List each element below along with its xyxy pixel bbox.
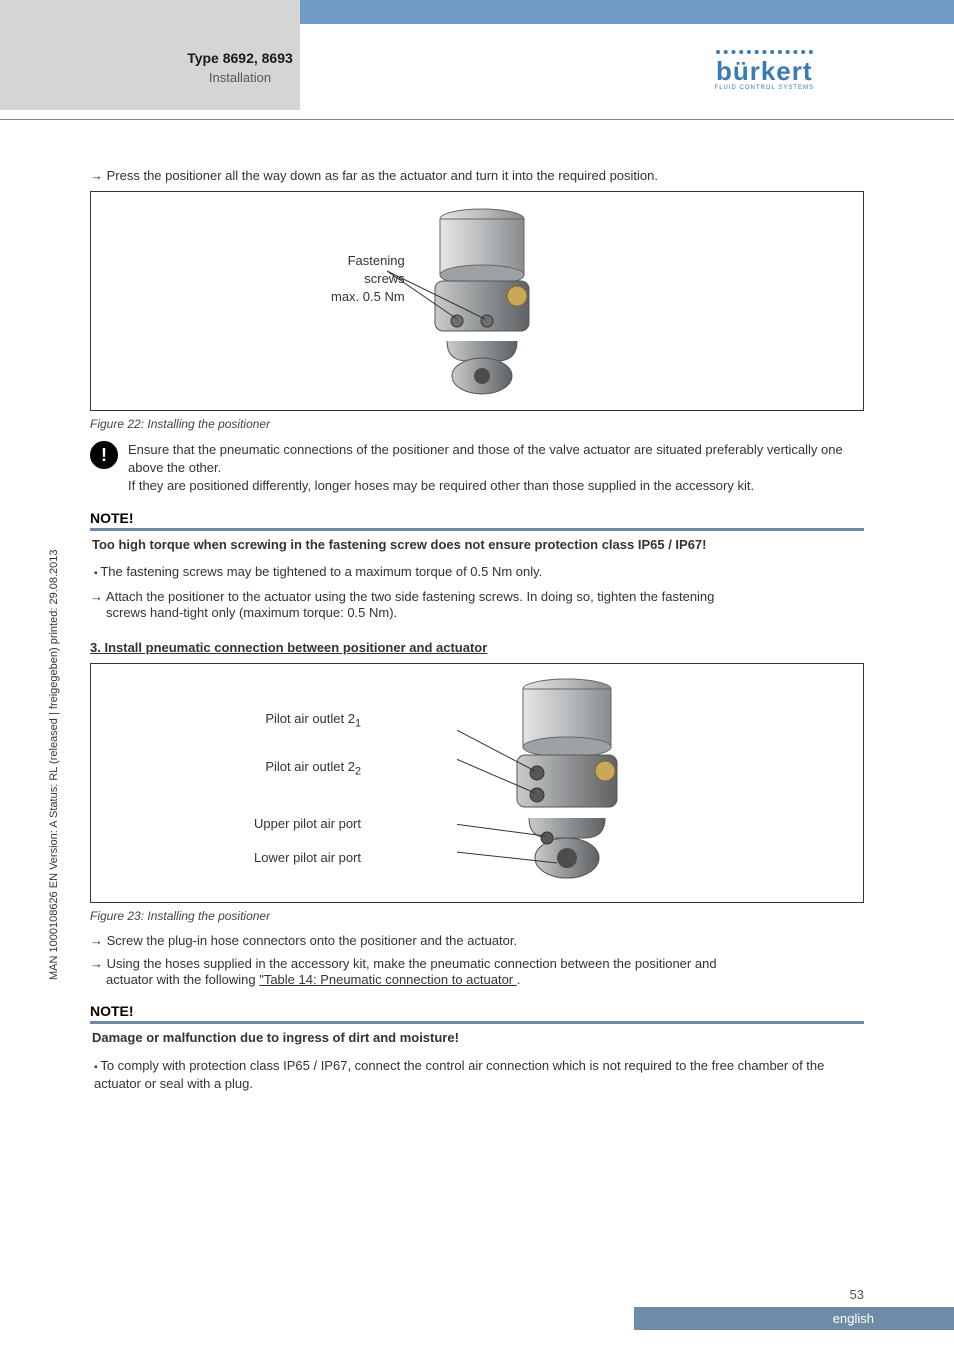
- page-content: Press the positioner all the way down as…: [0, 120, 954, 1093]
- fig22-label3: max. 0.5 Nm: [331, 289, 405, 304]
- language-bar: english: [634, 1307, 954, 1330]
- arrow2b: screws hand-tight only (maximum torque: …: [106, 604, 864, 622]
- fig22-label1: Fastening: [348, 253, 405, 268]
- page-number: 53: [850, 1287, 864, 1302]
- step-screw-connectors: Screw the plug-in hose connectors onto t…: [90, 933, 864, 948]
- arrow4b: actuator with the following: [106, 972, 259, 987]
- fig23-l1: Pilot air outlet 2: [265, 711, 355, 726]
- note1-bold: Too high torque when screwing in the fas…: [92, 533, 862, 556]
- header-title-block: Type 8692, 8693 Installation: [160, 50, 320, 85]
- figure-23-caption: Figure 23: Installing the positioner: [90, 909, 864, 923]
- fig23-l2s: 2: [355, 765, 361, 777]
- fig22-label-block: Fastening screws max. 0.5 Nm: [331, 252, 405, 307]
- footer: english: [0, 1307, 954, 1330]
- logo: bürkert FLUID CONTROL SYSTEMS: [715, 50, 814, 91]
- info-callout: ! Ensure that the pneumatic connections …: [90, 441, 864, 496]
- type-subtitle: Installation: [160, 70, 320, 85]
- arrow4a: Using the hoses supplied in the accessor…: [90, 956, 717, 971]
- arrow2a: Attach the positioner to the actuator us…: [90, 589, 714, 604]
- positioner-device-icon: [387, 201, 567, 401]
- fig22-label2: screws: [364, 271, 404, 286]
- fig23-labels: Pilot air outlet 21 Pilot air outlet 22 …: [191, 710, 361, 868]
- positioner-ports-icon: [457, 673, 657, 893]
- step-attach: Attach the positioner to the actuator us…: [90, 589, 864, 622]
- fig23-l1s: 1: [355, 717, 361, 729]
- info-line1: Ensure that the pneumatic connections of…: [128, 442, 843, 475]
- side-metadata: MAN 1000108626 EN Version: A Status: RL …: [48, 549, 60, 980]
- note1-bullet: The fastening screws may be tightened to…: [94, 564, 864, 579]
- type-title: Type 8692, 8693: [160, 50, 320, 66]
- note2-title: NOTE!: [90, 1003, 864, 1024]
- fig23-l3: Upper pilot air port: [191, 815, 361, 833]
- fig23-l4: Lower pilot air port: [191, 849, 361, 867]
- blue-header-bar: [300, 0, 954, 24]
- section-3-title: 3. Install pneumatic connection between …: [90, 640, 864, 655]
- note2-bold: Damage or malfunction due to ingress of …: [92, 1026, 862, 1049]
- logo-subtitle: FLUID CONTROL SYSTEMS: [715, 85, 814, 91]
- info-line2: If they are positioned differently, long…: [128, 478, 754, 493]
- figure-23-box: Pilot air outlet 21 Pilot air outlet 22 …: [90, 663, 864, 903]
- fig23-l2: Pilot air outlet 2: [265, 759, 355, 774]
- note1-table: Too high torque when screwing in the fas…: [90, 531, 864, 558]
- step-press-positioner: Press the positioner all the way down as…: [90, 168, 864, 183]
- warning-icon: !: [90, 441, 118, 469]
- info-text: Ensure that the pneumatic connections of…: [128, 441, 864, 496]
- step-hoses: Using the hoses supplied in the accessor…: [90, 956, 864, 989]
- note2-bullet: To comply with protection class IP65 / I…: [94, 1057, 864, 1093]
- arrow4-line2: actuator with the following "Table 14: P…: [106, 971, 864, 989]
- table14-link[interactable]: "Table 14: Pneumatic connection to actua…: [259, 972, 517, 987]
- figure-22-caption: Figure 22: Installing the positioner: [90, 417, 864, 431]
- arrow4end: .: [517, 972, 521, 987]
- logo-text: bürkert: [716, 50, 813, 87]
- note1-title: NOTE!: [90, 510, 864, 531]
- note2-table: Damage or malfunction due to ingress of …: [90, 1024, 864, 1051]
- figure-22-box: Fastening screws max. 0.5 Nm: [90, 191, 864, 411]
